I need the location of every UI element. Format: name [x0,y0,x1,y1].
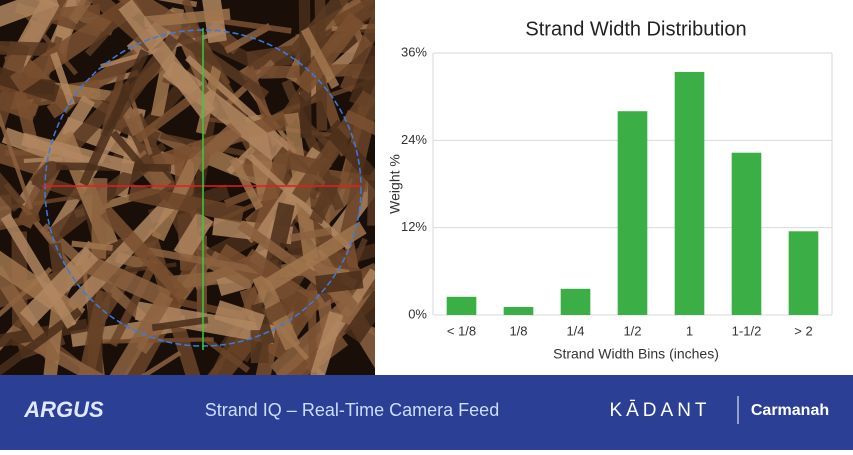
wood-strand [100,206,190,302]
x-tick-label: 1/8 [509,323,527,338]
wood-strand [91,177,108,259]
wood-strand [143,8,231,28]
y-tick-label: 12% [401,219,427,234]
wood-strand [0,39,56,57]
wood-strand [262,202,295,280]
x-tick-label: 1 [686,323,693,338]
wood-strand [118,0,216,120]
wood-strand [250,329,269,364]
x-axis-label: Strand Width Bins (inches) [553,346,719,362]
wood-strand [289,227,333,242]
wood-strand [147,247,277,278]
wood-strand [196,0,227,44]
wood-strand [315,270,364,295]
wood-strand [19,246,99,327]
wood-strand [105,291,174,390]
bar [731,152,762,315]
argus-logo: ARGUS [23,397,104,422]
bar [617,111,648,315]
kadant-logo: KĀDANT [609,400,710,421]
y-tick-label: 36% [401,44,427,59]
wood-strand [307,290,317,372]
wood-strand [0,0,59,45]
wood-strand [128,184,245,223]
wood-strand [65,198,176,314]
wood-strand [285,152,321,176]
wood-strand [71,240,113,251]
bar [674,71,705,315]
bar [788,231,819,315]
wood-strand [51,0,158,53]
wood-strand [100,68,127,137]
chart-title: Strand Width Distribution [525,18,746,40]
carmanah-logo: Carmanah [751,402,829,419]
y-axis-label: Weight % [387,154,403,214]
wood-strand [83,255,172,309]
x-tick-label: > 2 [794,323,812,338]
camera-feed [0,0,413,434]
wood-strand [229,156,264,211]
wood-strand [110,130,149,174]
x-tick-label: 1/2 [623,323,641,338]
wood-strand [50,52,76,106]
wood-strand [0,54,60,102]
x-tick-label: < 1/8 [447,323,476,338]
wood-strand [176,31,270,101]
wood-strand [264,221,367,292]
wood-strand [23,156,64,164]
footer-bar [0,375,853,450]
x-tick-label: 1-1/2 [732,323,762,338]
wood-strand [213,300,265,334]
wood-strand [151,316,209,332]
wood-strand [250,137,295,245]
wood-strand [21,132,135,175]
y-tick-label: 24% [401,132,427,147]
footer-caption: Strand IQ – Real-Time Camera Feed [205,400,499,420]
wood-strand [309,311,344,383]
y-tick-label: 0% [408,306,427,321]
wood-strand [0,307,83,388]
wood-strand [224,22,272,54]
wood-strand [263,292,305,324]
wood-strand [283,276,315,301]
wood-strand [247,153,352,250]
wood-strand [0,156,26,212]
wood-strand [0,113,34,210]
wood-strand [291,288,310,327]
camera-overlay [42,28,362,350]
wood-strand [95,0,203,46]
wood-strand [246,45,294,71]
wood-strand [79,49,150,187]
chart-panel [375,0,853,375]
bar [560,288,591,315]
wood-strand [300,27,340,90]
wood-strand [206,16,292,34]
wood-strand [29,81,134,191]
wood-strand [68,0,99,25]
bar [446,296,477,315]
bar [503,306,534,315]
x-tick-label: 1/4 [566,323,584,338]
